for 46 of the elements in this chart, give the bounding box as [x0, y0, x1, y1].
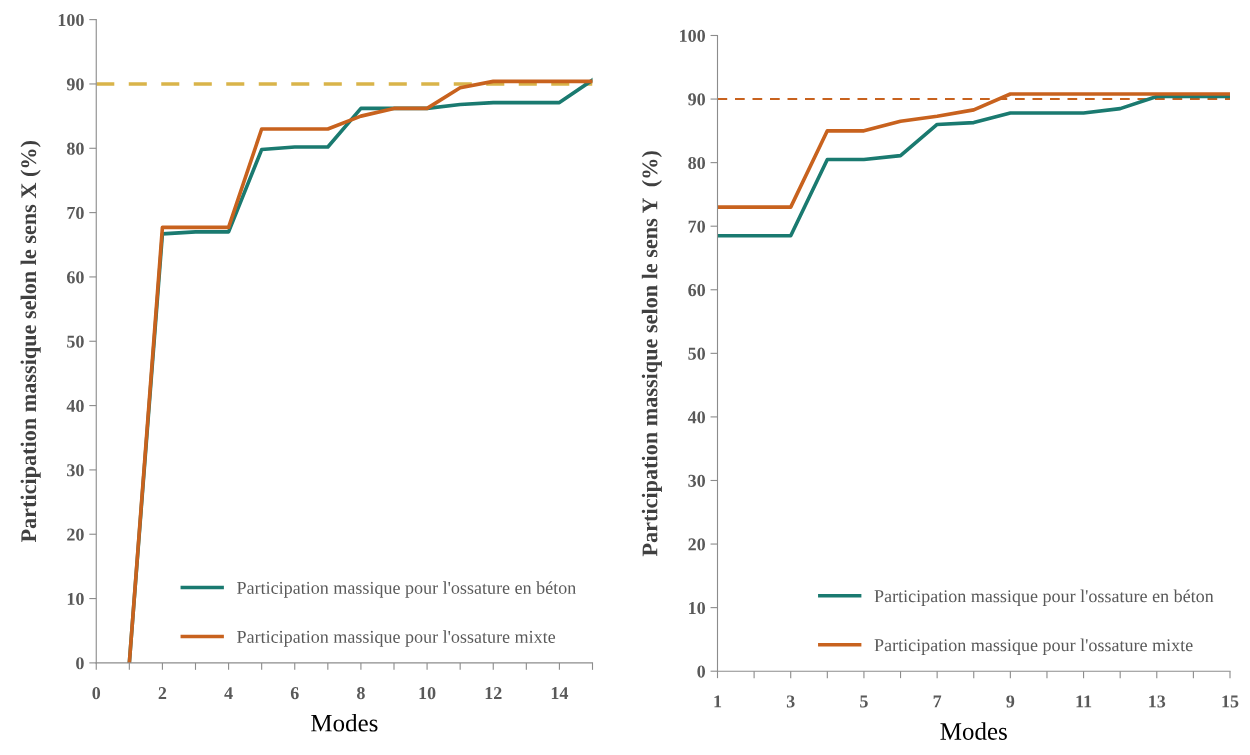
y-tick-label: 80 [66, 142, 84, 155]
y-tick-label: 90 [66, 78, 84, 91]
x-axis-title: Modes [940, 722, 1007, 740]
x-tick-label: 4 [224, 687, 233, 700]
y-axis-title: Participation massique selon le sens Y (%) [641, 151, 662, 557]
y-tick-label: 90 [688, 93, 706, 106]
y-tick-label: 0 [76, 657, 84, 670]
x-tick-label: 14 [551, 687, 569, 700]
x-tick-label: 1 [714, 695, 722, 708]
x-tick-label: 11 [1076, 695, 1092, 708]
x-tick-label: 9 [1006, 695, 1015, 708]
legend-label: Participation massique pour l'ossature en béton [874, 589, 1214, 606]
x-tick-label: 5 [860, 695, 868, 708]
x-axis-title: Modes [311, 713, 378, 732]
y-tick-label: 30 [688, 474, 706, 487]
y-axis-title: Participation massique selon le sens X (%) [20, 141, 41, 543]
y-tick-label: 100 [58, 13, 84, 27]
x-tick-label: 10 [419, 687, 436, 700]
x-tick-label: 2 [158, 687, 167, 700]
x-tick-label: 12 [485, 687, 502, 700]
y-tick-label: 60 [688, 284, 706, 297]
y-tick-label: 30 [67, 464, 84, 477]
y-tick-label: 10 [689, 601, 706, 615]
y-tick-label: 40 [66, 399, 84, 413]
y-tick-label: 60 [67, 271, 84, 284]
y-tick-label: 70 [688, 220, 706, 233]
x-tick-label: 0 [92, 687, 101, 700]
x-tick-label: 8 [357, 687, 365, 700]
legend-label: Participation massique pour l'ossature mixte [874, 638, 1193, 655]
legend-label: Participation massique pour l'ossature mixte [237, 630, 556, 647]
x-tick-label: 3 [786, 695, 795, 708]
x-tick-label: 6 [290, 687, 299, 700]
x-tick-label: 15 [1222, 695, 1239, 708]
y-tick-label: 80 [688, 156, 706, 170]
y-tick-label: 70 [67, 206, 84, 220]
x-tick-label: 13 [1149, 695, 1166, 708]
x-tick-label: 7 [933, 695, 942, 708]
y-tick-label: 40 [687, 411, 706, 424]
y-tick-label: 10 [67, 592, 84, 606]
y-tick-label: 0 [697, 665, 706, 678]
y-tick-label: 100 [680, 29, 706, 42]
y-tick-label: 20 [688, 538, 706, 551]
legend-label: Participation massique pour l'ossature en béton [237, 581, 576, 598]
y-tick-label: 50 [67, 335, 84, 348]
y-tick-label: 50 [688, 347, 706, 360]
y-tick-label: 20 [67, 528, 84, 541]
